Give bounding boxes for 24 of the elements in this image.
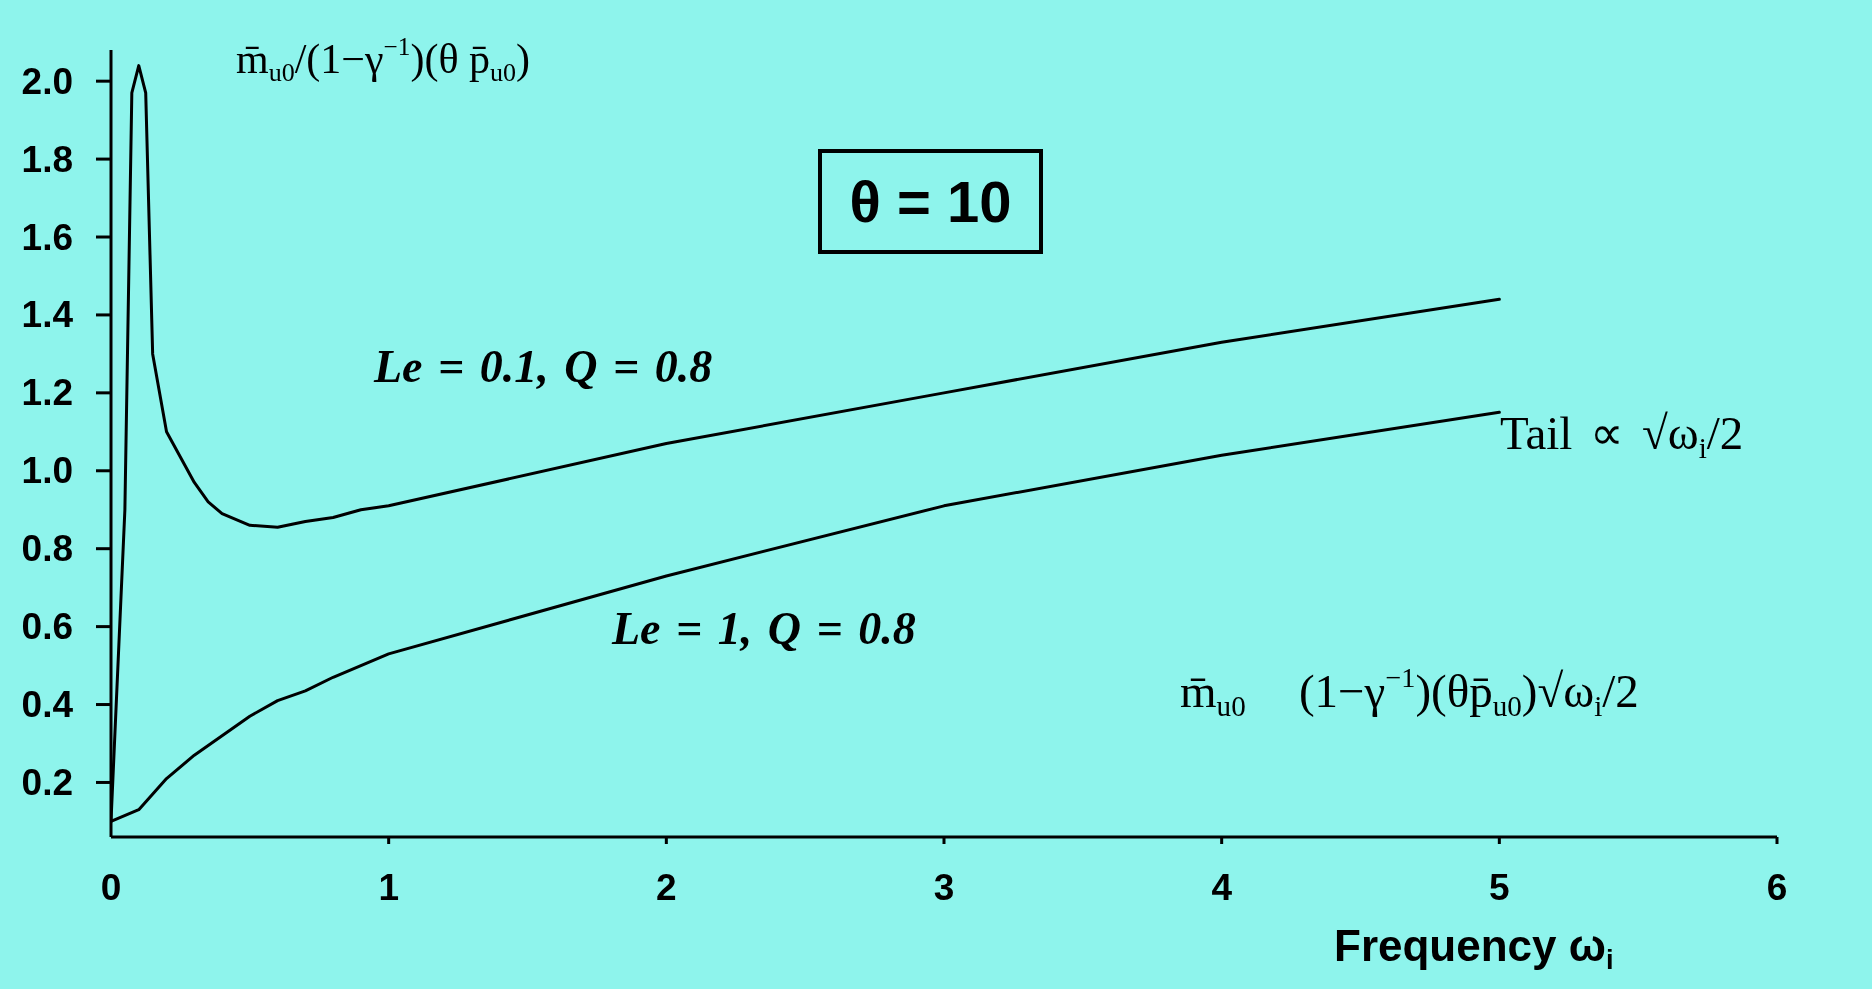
y-tick-label: 1.8 (21, 138, 73, 180)
x-tick-label: 3 (933, 866, 955, 908)
text: m̄$_{u0}$ (1−γ$^{−1}$)(θp̄$_{u0}$)√ω$_{i}$/2 (1180, 662, 1639, 722)
x-tick-label: 5 (1489, 866, 1510, 908)
y-tick-label: 0.6 (21, 606, 73, 648)
annotation: θ = 10 (849, 168, 1012, 234)
series-label: Le = 0.1, Q = 0.8 (374, 341, 713, 392)
x-tick-label: 0 (100, 866, 122, 908)
x-axis-title: Frequency ω$_{i}$ (1334, 921, 1614, 976)
y-tick-label: 1.4 (21, 294, 74, 336)
y-tick-label: 0.8 (21, 528, 73, 570)
x-tick-label: 1 (378, 866, 399, 908)
y-tick-label: 1.2 (21, 372, 73, 414)
y-tick-label: 2.0 (21, 60, 73, 102)
y-tick-label: 0.4 (21, 684, 74, 726)
series-label: Le = 1, Q = 0.8 (612, 603, 916, 654)
y-tick-label: 0.2 (21, 761, 73, 803)
y-tick-label: 1.0 (21, 450, 73, 492)
x-tick-label: 6 (1766, 866, 1788, 908)
x-tick-label: 4 (1211, 866, 1233, 908)
annotation: Tail ∝ √ω$_{i}$/2 (1500, 407, 1744, 464)
x-tick-label: 2 (656, 866, 677, 908)
y-axis-title: m̄$_{u0}$/(1−γ$^{−1}$)(θ p̄$_{u0}$) (236, 33, 531, 87)
y-tick-label: 1.6 (21, 216, 73, 258)
